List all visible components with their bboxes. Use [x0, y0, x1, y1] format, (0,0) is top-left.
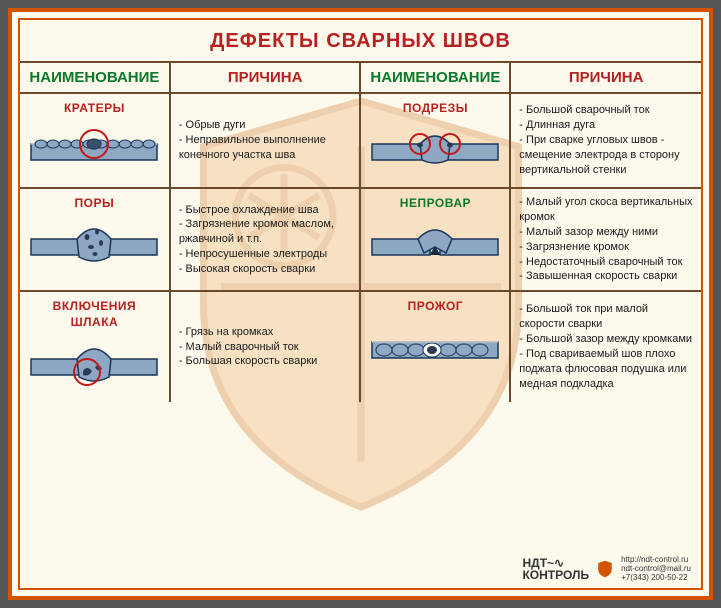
cause-list: Грязь на кромкахМалый сварочный токБольш…	[179, 325, 352, 370]
table-row: КРАТЕРЫ Обрыв дугиНеправильное выполнени…	[20, 93, 701, 188]
defect-label: ПОРЫ	[28, 195, 161, 211]
poster-frame: ДЕФЕКТЫ СВАРНЫХ ШВОВ НАИМЕНОВАНИЕ ПРИЧИН…	[8, 8, 713, 600]
cause-cell: Обрыв дугиНеправильное выполнение конечн…	[170, 93, 361, 188]
defect-diagram-undercut	[370, 122, 500, 177]
cause-item: При сварке угловых швов - смещение элект…	[519, 133, 693, 178]
cause-list: Большой ток при малой скорости сваркиБол…	[519, 302, 693, 391]
footer: НДТ~∿ КОНТРОЛЬ http://ndt-control.ru ndt…	[522, 555, 691, 582]
table-row: ПОРЫ Быстрое охлаждение шваЗагрязнение к…	[20, 188, 701, 291]
cause-item: Недостаточный сварочный ток	[519, 255, 693, 270]
cause-item: Обрыв дуги	[179, 118, 352, 133]
defects-table: НАИМЕНОВАНИЕ ПРИЧИНА НАИМЕНОВАНИЕ ПРИЧИН…	[20, 61, 701, 402]
defect-label: ПРОЖОГ	[369, 298, 501, 314]
cause-cell: Большой ток при малой скорости сваркиБол…	[510, 291, 701, 401]
cause-item: Большая скорость сварки	[179, 354, 352, 369]
cause-cell: Малый угол скоса вертикальных кромокМалы…	[510, 188, 701, 291]
cause-item: Под свариваемый шов плохо поджата флюсов…	[519, 347, 693, 392]
defect-label: ВКЛЮЧЕНИЯ ШЛАКА	[28, 298, 161, 330]
cause-item: Грязь на кромках	[179, 325, 352, 340]
footer-shield-icon	[597, 560, 613, 578]
page-title: ДЕФЕКТЫ СВАРНЫХ ШВОВ	[20, 20, 701, 61]
cause-item: Длинная дуга	[519, 118, 693, 133]
brand-bottom: КОНТРОЛЬ	[522, 568, 589, 582]
cause-cell: Грязь на кромкахМалый сварочный токБольш…	[170, 291, 361, 401]
col-cause-1: ПРИЧИНА	[170, 62, 361, 93]
cause-list: Быстрое охлаждение шваЗагрязнение кромок…	[179, 203, 352, 277]
cause-item: Малый сварочный ток	[179, 340, 352, 355]
cause-item: Высокая скорость сварки	[179, 262, 352, 277]
defect-diagram-slag	[29, 337, 159, 392]
defect-diagram-pores	[29, 217, 159, 272]
defect-cell: НЕПРОВАР	[360, 188, 510, 291]
defect-diagram-nofusion	[370, 217, 500, 272]
table-header-row: НАИМЕНОВАНИЕ ПРИЧИНА НАИМЕНОВАНИЕ ПРИЧИН…	[20, 62, 701, 93]
poster-inner: ДЕФЕКТЫ СВАРНЫХ ШВОВ НАИМЕНОВАНИЕ ПРИЧИН…	[18, 18, 703, 590]
cause-item: Загрязнение кромок маслом, ржавчиной и т…	[179, 217, 352, 247]
defect-cell: ПРОЖОГ	[360, 291, 510, 401]
col-cause-2: ПРИЧИНА	[510, 62, 701, 93]
cause-item: Непросушенные электроды	[179, 247, 352, 262]
defect-label: КРАТЕРЫ	[28, 100, 161, 116]
cause-item: Малый угол скоса вертикальных кромок	[519, 195, 693, 225]
defect-cell: ПОРЫ	[20, 188, 170, 291]
col-name-1: НАИМЕНОВАНИЕ	[20, 62, 170, 93]
table-body: КРАТЕРЫ Обрыв дугиНеправильное выполнени…	[20, 93, 701, 402]
footer-url: http://ndt-control.ru	[621, 555, 691, 564]
cause-item: Загрязнение кромок	[519, 240, 693, 255]
table-row: ВКЛЮЧЕНИЯ ШЛАКА Грязь на кромкахМалый св…	[20, 291, 701, 401]
defect-label: ПОДРЕЗЫ	[369, 100, 501, 116]
cause-item: Быстрое охлаждение шва	[179, 203, 352, 218]
cause-item: Большой сварочный ток	[519, 103, 693, 118]
cause-list: Малый угол скоса вертикальных кромокМалы…	[519, 195, 693, 284]
footer-email: ndt-control@mail.ru	[621, 564, 691, 573]
cause-list: Обрыв дугиНеправильное выполнение конечн…	[179, 118, 352, 163]
col-name-2: НАИМЕНОВАНИЕ	[360, 62, 510, 93]
defect-diagram-burnthrough	[370, 320, 500, 375]
defect-diagram-crater	[29, 122, 159, 177]
cause-list: Большой сварочный токДлинная дугаПри сва…	[519, 103, 693, 177]
cause-item: Большой ток при малой скорости сварки	[519, 302, 693, 332]
footer-contact: http://ndt-control.ru ndt-control@mail.r…	[621, 555, 691, 582]
cause-cell: Большой сварочный токДлинная дугаПри сва…	[510, 93, 701, 188]
footer-phone: +7(343) 200-50-22	[621, 573, 691, 582]
defect-cell: ВКЛЮЧЕНИЯ ШЛАКА	[20, 291, 170, 401]
cause-item: Большой зазор между кромками	[519, 332, 693, 347]
defect-cell: ПОДРЕЗЫ	[360, 93, 510, 188]
defect-label: НЕПРОВАР	[369, 195, 501, 211]
footer-logo-text: НДТ~∿ КОНТРОЛЬ	[522, 557, 589, 581]
defect-cell: КРАТЕРЫ	[20, 93, 170, 188]
cause-item: Малый зазор между ними	[519, 225, 693, 240]
cause-cell: Быстрое охлаждение шваЗагрязнение кромок…	[170, 188, 361, 291]
cause-item: Неправильное выполнение конечного участк…	[179, 133, 352, 163]
cause-item: Завышенная скорость сварки	[519, 269, 693, 284]
